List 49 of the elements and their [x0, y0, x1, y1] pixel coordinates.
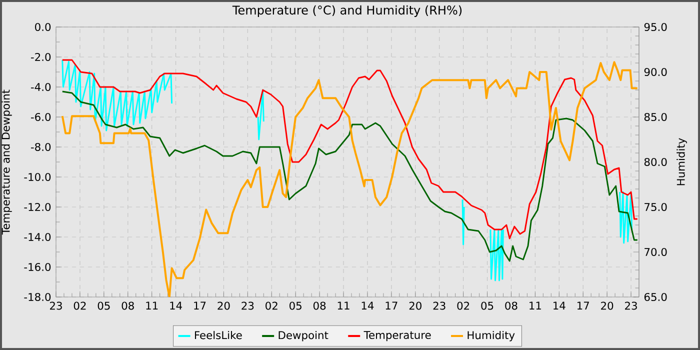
y-axis-title: Temperature and Dewpoint — [2, 90, 12, 235]
y-tick-label: -14.0 — [24, 232, 51, 242]
y2-tick-label: 65.0 — [644, 292, 667, 302]
y2-tick-label: 90.0 — [644, 68, 667, 76]
legend-label: Dewpoint — [278, 330, 328, 342]
x-tick-label: 08 — [122, 302, 134, 310]
legend-label: Humidity — [468, 330, 515, 342]
x-tick-label: 11 — [338, 302, 350, 310]
x-tick-label: 02 — [457, 302, 470, 310]
legend-label: Temperature — [364, 331, 431, 342]
y-tick-label: -6.0 — [31, 112, 51, 122]
x-tick-label: 11 — [146, 302, 158, 310]
x-tick-label: 20 — [218, 302, 230, 310]
y-tick-label: -12.0 — [24, 202, 51, 212]
x-tick-label: 23 — [625, 302, 637, 310]
y-tick-label: 0.0 — [35, 22, 51, 32]
legend-label: FeelsLike — [194, 330, 242, 340]
y-tick-label: -10.0 — [24, 172, 51, 182]
y2-axis-title: Humidity — [676, 138, 687, 186]
y-tick-label: -18.0 — [24, 292, 51, 302]
x-tick-label: 05 — [290, 302, 302, 310]
x-tick-label: 23 — [433, 302, 446, 310]
x-tick-label: 17 — [386, 302, 398, 310]
x-tick-label: 17 — [577, 302, 589, 310]
x-tick-label: 05 — [98, 302, 110, 310]
x-tick-label: 23 — [242, 302, 254, 310]
x-tick-label: 02 — [74, 302, 86, 310]
chart-title: Temperature (°C) and Humidity (RH%) — [232, 5, 462, 17]
y2-tick-label: 70.0 — [644, 248, 667, 256]
x-tick-label: 08 — [505, 302, 518, 310]
x-tick-label: 08 — [313, 302, 326, 310]
y-tick-label: -4.0 — [31, 82, 51, 92]
y2-tick-label: 75.0 — [644, 202, 667, 212]
x-tick-label: 05 — [481, 302, 494, 310]
y2-tick-label: 95.0 — [644, 22, 667, 32]
y-tick-label: -16.0 — [24, 262, 51, 272]
y2-tick-label: 80.0 — [644, 158, 667, 166]
x-tick-label: 14 — [170, 302, 182, 310]
x-tick-label: 14 — [554, 302, 566, 310]
x-tick-label: 02 — [266, 302, 278, 310]
x-tick-label: 11 — [530, 302, 541, 310]
x-tick-label: 23 — [50, 302, 62, 310]
y-tick-label: -8.0 — [31, 142, 51, 152]
y2-tick-label: 85.0 — [644, 112, 667, 122]
x-tick-label: 20 — [601, 302, 614, 310]
y-tick-label: -2.0 — [31, 52, 51, 62]
x-tick-label: 14 — [362, 302, 374, 310]
x-tick-label: 17 — [194, 302, 206, 310]
x-tick-label: 20 — [409, 302, 422, 310]
